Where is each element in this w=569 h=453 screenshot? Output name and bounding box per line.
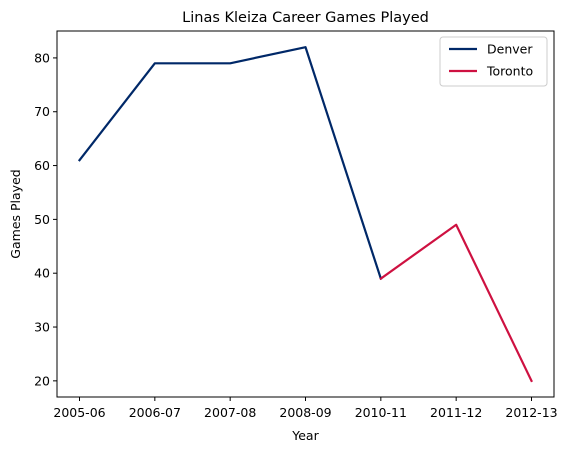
y-tick-label: 20 xyxy=(34,373,50,388)
series-line-denver xyxy=(77,46,383,280)
series-line-toronto xyxy=(379,223,533,383)
x-tick-label: 2005-06 xyxy=(53,405,105,420)
x-tick-label: 2010-11 xyxy=(355,405,407,420)
legend-label-toronto: Toronto xyxy=(486,64,533,79)
legend: Denver Toronto xyxy=(439,36,548,87)
x-tick-label: 2006-07 xyxy=(129,405,181,420)
legend-label-denver: Denver xyxy=(487,42,533,57)
y-axis-label: Games Played xyxy=(8,169,23,258)
y-tick-label: 70 xyxy=(34,104,50,119)
y-tick-label: 30 xyxy=(34,320,50,335)
y-tick-label: 80 xyxy=(34,50,50,65)
x-tick-label: 2012-13 xyxy=(505,405,557,420)
chart-title: Linas Kleiza Career Games Played xyxy=(182,10,429,26)
x-axis: 2005-06 2006-07 2007-08 2008-09 2010-11 2011-… xyxy=(53,397,558,420)
x-tick-label: 2007-08 xyxy=(204,405,256,420)
y-tick-label: 60 xyxy=(34,158,50,173)
x-axis-label: Year xyxy=(291,428,319,443)
y-tick-label: 40 xyxy=(34,266,50,281)
y-axis: 20 30 40 50 60 70 80 xyxy=(34,50,57,388)
x-tick-label: 2011-12 xyxy=(430,405,482,420)
plot-area xyxy=(77,46,533,383)
y-tick-label: 50 xyxy=(34,212,50,227)
x-tick-label: 2008-09 xyxy=(279,405,331,420)
